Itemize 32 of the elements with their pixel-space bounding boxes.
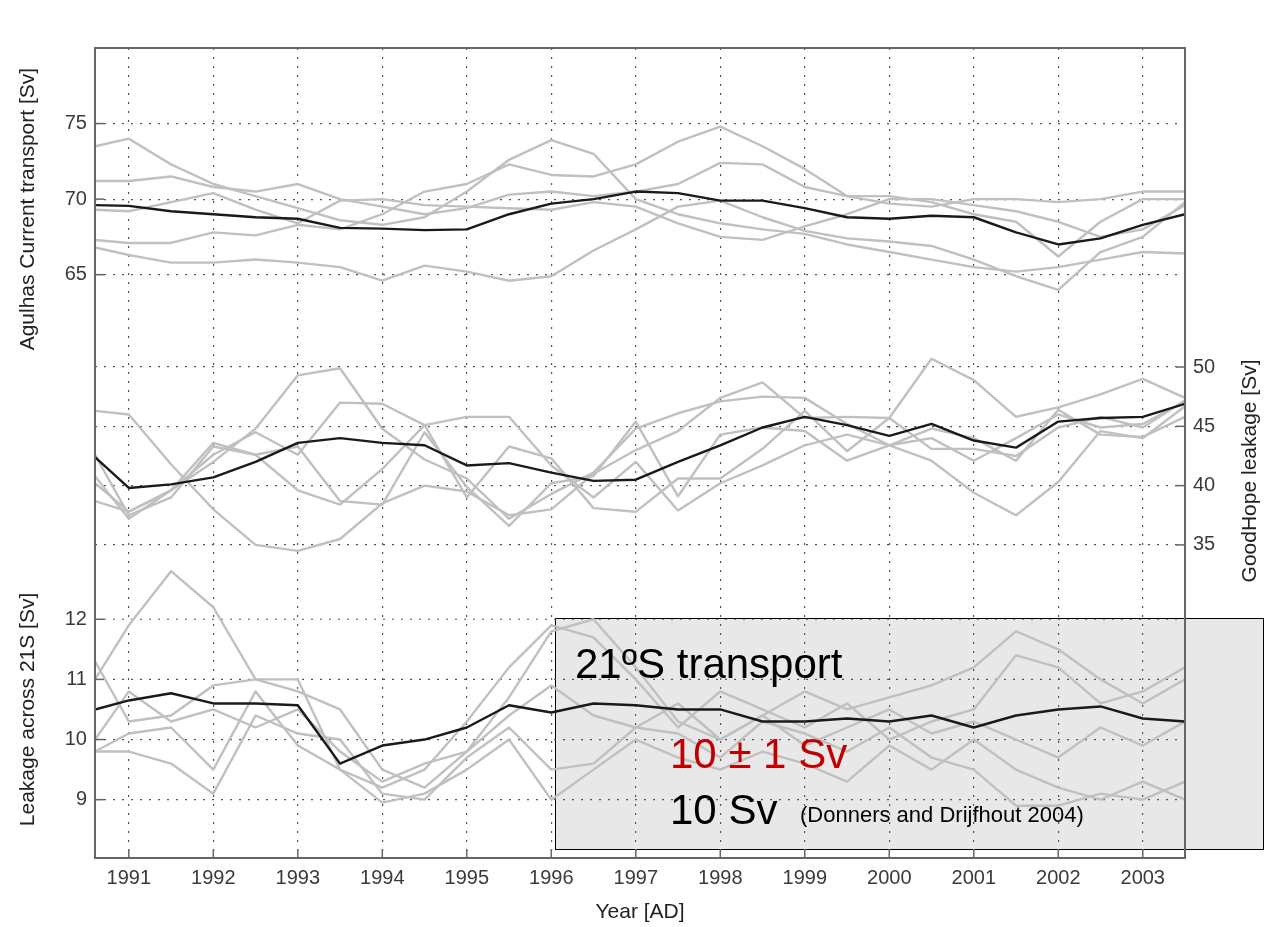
y2-axis-title: GoodHope leakage [Sv] (1236, 359, 1260, 583)
x-tick-label: 2001 (951, 865, 997, 888)
x-tick-label: 1998 (698, 865, 743, 888)
y2-tick-label: 35 (1193, 532, 1216, 555)
annotation: 10 ± 1 Sv (670, 730, 848, 778)
x-tick-label: 1999 (782, 865, 828, 888)
x-tick-label: 2003 (1120, 865, 1165, 888)
y3-tick-label: 11 (66, 666, 87, 689)
x-tick-label: 1996 (529, 865, 574, 888)
y-axis-title: Agulhas Current transport [Sv] (14, 67, 38, 351)
annotation: 21ºS transport (575, 640, 843, 688)
y3-tick-label: 9 (75, 787, 87, 810)
y-tick-label: 65 (64, 262, 87, 285)
x-tick-label: 1997 (613, 865, 659, 888)
x-tick-label: 1994 (360, 865, 405, 888)
x-axis-title: Year [AD] (595, 899, 685, 922)
y-tick-label: 70 (64, 186, 87, 209)
x-tick-label: 1993 (275, 865, 321, 888)
x-tick-label: 1995 (444, 865, 490, 888)
y3-axis-title: Leakage across 21S [Sv] (14, 592, 38, 827)
x-tick-label: 2000 (867, 865, 912, 888)
y2-tick-label: 40 (1193, 473, 1216, 496)
y3-tick-label: 10 (64, 727, 87, 750)
x-tick-label: 1992 (191, 865, 236, 888)
y-tick-label: 75 (64, 111, 87, 134)
annotation: 10 Sv (670, 786, 778, 834)
y2-tick-label: 50 (1193, 354, 1216, 377)
x-tick-label: 1991 (106, 865, 152, 888)
y3-tick-label: 12 (64, 606, 87, 629)
y2-tick-label: 45 (1193, 413, 1216, 436)
annotation: (Donners and Drijfhout 2004) (800, 802, 1084, 828)
x-tick-label: 2002 (1036, 865, 1081, 888)
